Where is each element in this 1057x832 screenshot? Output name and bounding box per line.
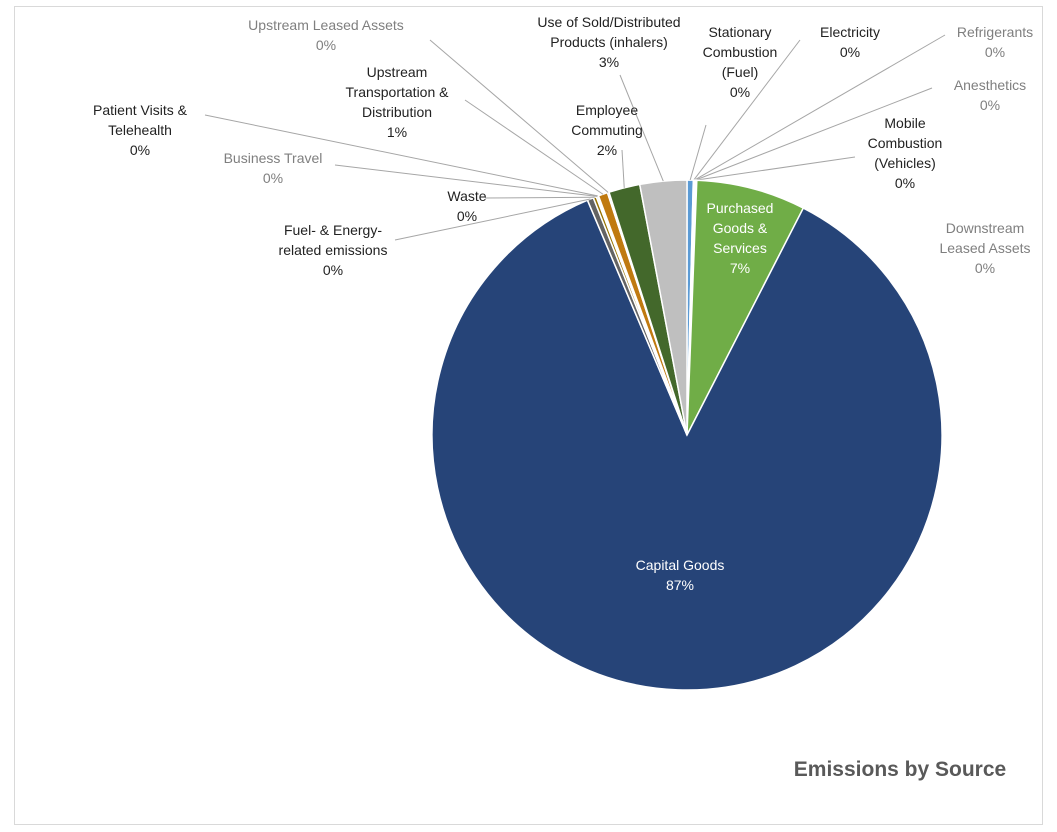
value-label: 0% xyxy=(974,260,996,276)
leader-line xyxy=(334,164,598,197)
value-label: 0% xyxy=(129,142,151,158)
leader-line xyxy=(696,156,856,181)
chart-title: Emissions by Source xyxy=(793,758,1007,781)
data-label: Refrigerants 0% xyxy=(945,22,1045,62)
value-label: 2% xyxy=(596,142,618,158)
category-label: Use of Sold/Distributed Products (inhale… xyxy=(537,14,681,50)
pie-slice xyxy=(686,179,805,436)
value-label: 0% xyxy=(262,170,284,186)
data-label: Mobile Combustion (Vehicles) 0% xyxy=(858,113,953,193)
data-label: Patient Visits & Telehealth 0% xyxy=(75,100,205,160)
data-label: Employee Commuting 2% xyxy=(557,100,657,160)
leader-line xyxy=(429,39,609,193)
value-label: 0% xyxy=(322,262,344,278)
data-label: Upstream Transportation & Distribution 1% xyxy=(332,62,462,142)
category-label: Upstream Leased Assets xyxy=(248,17,404,33)
pie-slice xyxy=(638,179,688,436)
leader-line xyxy=(484,196,595,199)
leader-line xyxy=(694,34,946,181)
category-label: Stationary Combustion (Fuel) xyxy=(702,24,778,80)
value-label: 87% xyxy=(665,577,695,593)
data-label: Downstream Leased Assets 0% xyxy=(925,218,1045,278)
leader-line xyxy=(464,99,604,195)
category-label: Upstream Transportation & Distribution xyxy=(345,64,449,120)
value-label: 0% xyxy=(456,208,478,224)
leader-line xyxy=(619,74,664,182)
leader-line xyxy=(204,114,599,197)
leader-line xyxy=(695,87,933,181)
category-label: Anesthetics xyxy=(953,77,1027,93)
data-label: Capital Goods 87% xyxy=(610,555,750,595)
data-label: Stationary Combustion (Fuel) 0% xyxy=(690,22,790,102)
category-label: Waste xyxy=(447,188,487,204)
leader-line xyxy=(689,124,707,181)
value-label: 0% xyxy=(894,175,916,191)
category-label: Electricity xyxy=(820,24,880,40)
data-label: Upstream Leased Assets 0% xyxy=(226,15,426,55)
data-label: Use of Sold/Distributed Products (inhale… xyxy=(509,12,709,72)
category-label: Employee Commuting xyxy=(571,102,643,138)
category-label: Downstream Leased Assets xyxy=(939,220,1031,256)
value-label: 3% xyxy=(598,54,620,70)
data-label: Anesthetics 0% xyxy=(940,75,1040,115)
category-label: Refrigerants xyxy=(956,24,1034,40)
value-label: 0% xyxy=(984,44,1006,60)
data-label: Electricity 0% xyxy=(800,22,900,62)
data-label: Waste 0% xyxy=(437,186,497,226)
value-label: 1% xyxy=(386,124,408,140)
value-label: 0% xyxy=(315,37,337,53)
category-label: Business Travel xyxy=(223,150,323,166)
data-label: Fuel- & Energy-related emissions 0% xyxy=(268,220,398,280)
value-label: 0% xyxy=(729,84,751,100)
value-label: 7% xyxy=(729,260,751,276)
value-label: 0% xyxy=(839,44,861,60)
data-label: Business Travel 0% xyxy=(208,148,338,188)
category-label: Capital Goods xyxy=(635,557,725,573)
data-label: Purchased Goods & Services 7% xyxy=(695,198,785,278)
pie-slice xyxy=(431,199,943,691)
leader-line xyxy=(394,198,591,241)
category-label: Mobile Combustion (Vehicles) xyxy=(867,115,943,171)
leader-line xyxy=(621,149,625,188)
category-label: Fuel- & Energy-related emissions xyxy=(278,222,388,258)
category-label: Patient Visits & Telehealth xyxy=(93,102,187,138)
value-label: 0% xyxy=(979,97,1001,113)
category-label: Purchased Goods & Services xyxy=(706,200,774,256)
chart-border xyxy=(14,6,1043,825)
leader-line xyxy=(693,39,801,181)
